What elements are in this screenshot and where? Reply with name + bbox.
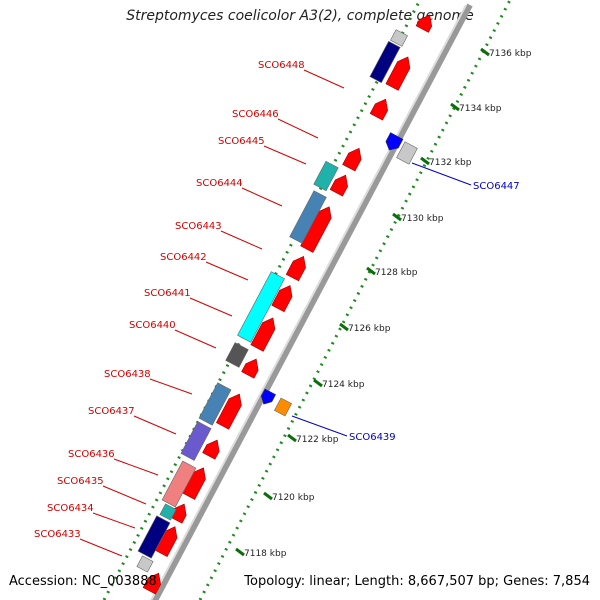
scale-tick-mark [392,212,402,222]
gene-label: SCO6437 [88,406,135,417]
gene-label-leader [205,261,249,281]
forward-gene-arrow [385,56,411,91]
gene-box [225,342,249,368]
gene-label: SCO6440 [129,320,176,331]
gene-label-leader [277,118,319,139]
gene-label-leader [220,230,263,250]
scale-ticks: 7118 kbp 7120 kbp 7122 kbp 7124 kbp 7126 kbp… [235,47,532,559]
gene-label-leader [92,512,136,529]
forward-gene-arrow [342,147,362,172]
scale-tick-label: 7120 kbp [272,493,315,503]
gene-label: SCO6442 [160,252,207,263]
scale-tick-label: 7122 kbp [296,435,339,445]
forward-gene-arrow [250,317,276,352]
gene-label: SCO6444 [196,178,243,189]
forward-gene-arrow [415,14,433,33]
scale-tick-mark [420,156,430,166]
gene-labels: SCO6448 SCO6446 SCO6445 SCO6444 SCO6443 SCO64… [34,60,520,557]
gene-label-leader [133,415,177,435]
gene-box [159,503,177,521]
forward-gene-arrow [329,174,348,197]
gene-label-leader [189,297,233,317]
scale-tick-mark [339,322,349,332]
gene-label: SCO6435 [57,476,104,487]
genome-summary: Topology: linear; Length: 8,667,507 bp; … [244,574,590,589]
scale-tick-mark [313,378,323,388]
gene-box [390,29,408,47]
forward-gene-arrow [202,439,220,460]
scale-tick-label: 7134 kbp [459,104,502,114]
gene-box [198,382,232,426]
gene-label: SCO6445 [218,136,265,147]
gene-box [180,421,212,461]
gene-label: SCO6443 [175,221,222,232]
gene-features [136,14,433,595]
gene-box [136,555,154,573]
forward-gene-arrow [285,255,306,282]
scale-tick-label: 7128 kbp [375,268,418,278]
reverse-gene-arrow [385,132,404,151]
gene-label: SCO6438 [104,369,151,380]
scale-tick-mark [287,433,297,443]
reverse-gene-box [396,141,418,165]
forward-gene-arrow [369,98,388,121]
scale-tick-label: 7132 kbp [429,158,472,168]
gene-label-leader [79,538,123,557]
backbone [150,3,473,600]
gene-label: SCO6447 [473,181,520,192]
gene-label-leader [149,378,193,395]
reverse-gene-arrow [260,388,276,405]
gene-label-leader [113,458,159,476]
forward-gene-arrow [142,572,161,595]
gene-box [161,460,197,508]
accession-text: Accession: NC_003888 [9,574,157,589]
gene-label: SCO6433 [34,529,81,540]
gene-box [313,160,339,192]
forward-gene-arrow [271,285,293,313]
gene-label: SCO6441 [144,288,191,299]
ruler-dots [102,0,512,600]
genome-backbone-highlight [150,4,467,600]
right-ruler-dots [198,0,512,600]
gene-label-leader [241,187,283,207]
gene-box [289,190,327,244]
gene-label: SCO6434 [47,503,94,514]
gene-box [369,40,401,84]
forward-gene-arrow [241,358,259,379]
forward-gene-arrow [215,393,242,430]
map-title: Streptomyces coelicolor A3(2), complete … [126,8,474,24]
scale-tick-mark [480,47,490,57]
scale-tick-label: 7126 kbp [348,324,391,334]
gene-label-leader [263,145,307,165]
gene-label: SCO6448 [258,60,305,71]
gene-label: SCO6439 [349,432,396,443]
scale-tick-label: 7118 kbp [244,549,287,559]
scale-tick-mark [450,102,460,112]
scale-tick-label: 7130 kbp [401,214,444,224]
genome-backbone [151,3,473,600]
gene-label-leader [303,69,345,89]
gene-label: SCO6436 [68,449,115,460]
reverse-gene-box [274,397,292,417]
scale-tick-label: 7124 kbp [322,380,365,390]
gene-label-leader [411,162,472,186]
scale-tick-mark [235,547,245,557]
gene-label: SCO6446 [232,109,279,120]
gene-label-leader [174,329,217,349]
scale-tick-mark [366,266,376,276]
scale-tick-label: 7136 kbp [489,49,532,59]
gene-box [237,271,285,343]
gene-label-leader [102,485,147,505]
gene-box [137,515,171,559]
scale-tick-mark [263,491,273,501]
gene-label-leader [291,415,348,437]
left-ruler-dots [102,0,422,600]
